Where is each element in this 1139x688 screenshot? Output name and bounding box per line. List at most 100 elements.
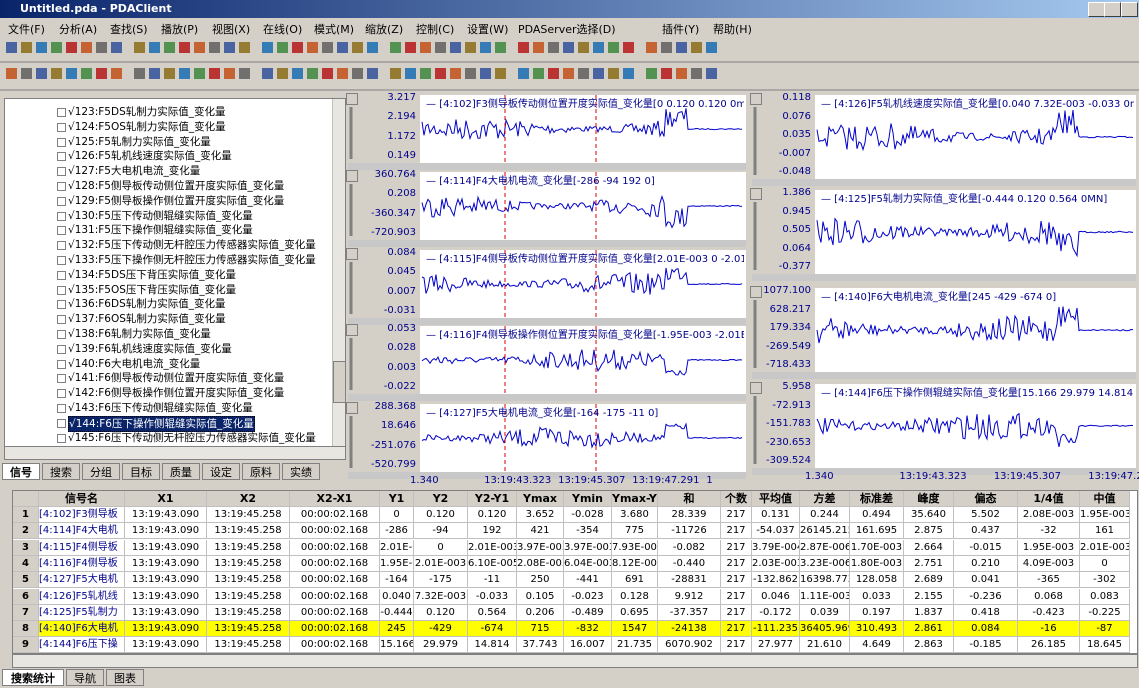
table-cell[interactable]: 1.95E-003	[380, 555, 414, 572]
plot-close[interactable]	[346, 402, 358, 414]
table-cell[interactable]: 0.046	[752, 588, 800, 605]
table-cell[interactable]: 13:19:43.090	[125, 523, 207, 540]
tree-box[interactable]	[57, 241, 66, 251]
table-cell[interactable]: 13:19:45.258	[207, 555, 290, 572]
table-cell[interactable]: 13:19:45.258	[207, 523, 290, 540]
table-cell[interactable]: 0.564	[468, 604, 517, 621]
table-header[interactable]: 和	[658, 491, 721, 507]
table-header[interactable]: Y2	[414, 491, 468, 507]
row-number[interactable]: 2	[13, 523, 39, 540]
table-cell[interactable]: 0.105	[517, 588, 564, 605]
table-cell[interactable]: [4:144]F6压下操	[39, 637, 125, 653]
table-cell[interactable]: 421	[517, 523, 564, 540]
table-cell[interactable]: -111.235	[752, 621, 800, 638]
table-cell[interactable]: 217	[721, 523, 752, 540]
table-cell[interactable]: 3.79E-004	[752, 539, 800, 556]
table-cell[interactable]: 3.97E-003	[517, 539, 564, 556]
menu-item[interactable]: 缩放(Z)	[365, 23, 404, 36]
row-number[interactable]: 5	[13, 572, 39, 589]
table-cell[interactable]: -11	[468, 572, 517, 589]
row-number[interactable]: 8	[13, 621, 39, 638]
row-number[interactable]: 1	[13, 507, 39, 523]
tab[interactable]: 搜索统计	[2, 669, 64, 686]
table-cell[interactable]: 0	[1080, 555, 1130, 572]
table-header[interactable]: 峰度	[904, 491, 954, 507]
row-number[interactable]: 4	[13, 555, 39, 572]
table-header[interactable]: 方差	[800, 491, 850, 507]
table-cell[interactable]: 2.664	[904, 539, 954, 556]
table-cell[interactable]: -354	[564, 523, 612, 540]
tree-item[interactable]: √131:F5压下操作侧辊缝实际值_变化量	[68, 224, 253, 237]
table-cell[interactable]: 16398.773	[800, 572, 850, 589]
tree-box[interactable]	[57, 108, 66, 117]
tab[interactable]: 质量	[162, 463, 200, 480]
tree-box[interactable]	[57, 300, 66, 310]
table-close[interactable]	[2, 490, 10, 498]
table-cell[interactable]: 7.32E-003	[414, 588, 468, 605]
table-cell[interactable]: -832	[564, 621, 612, 638]
table-header[interactable]: 1/4值	[1018, 491, 1080, 507]
hscrollbar[interactable]	[4, 446, 346, 460]
table-header[interactable]: 信号名	[39, 491, 125, 507]
table-header[interactable]: 中值	[1080, 491, 1130, 507]
table-cell[interactable]: 2.689	[904, 572, 954, 589]
table-cell[interactable]: 0.437	[954, 523, 1018, 540]
table-cell[interactable]: 1.837	[904, 604, 954, 621]
tab[interactable]: 分组	[82, 463, 120, 480]
table-cell[interactable]: 2.875	[904, 523, 954, 540]
tree-box[interactable]	[57, 211, 66, 221]
table-header[interactable]: Ymax	[517, 491, 564, 507]
table-cell[interactable]: [4:114]F4大电机	[39, 523, 125, 540]
tab[interactable]: 图表	[106, 669, 144, 686]
tree-item[interactable]: √123:F5DS轧制力实际值_变化量	[68, 106, 226, 118]
tree-item[interactable]: √135:F5OS压下背压实际值_变化量	[68, 283, 237, 296]
table-cell[interactable]: -302	[1080, 572, 1130, 589]
scrollbar[interactable]	[332, 99, 345, 457]
tree-box[interactable]	[57, 196, 66, 206]
tab[interactable]: 搜索	[42, 463, 80, 480]
table-cell[interactable]: 0.120	[468, 507, 517, 523]
table-cell[interactable]: 37.743	[517, 637, 564, 653]
tree-item[interactable]: √140:F6大电机电流_变化量	[68, 357, 201, 370]
table-cell[interactable]: 27.977	[752, 637, 800, 653]
table-cell[interactable]: -674	[468, 621, 517, 638]
row-number[interactable]: 9	[13, 637, 39, 653]
table-cell[interactable]: 6070.902	[658, 637, 721, 653]
table-cell[interactable]: 13:19:45.258	[207, 588, 290, 605]
table-header[interactable]: X2-X1	[290, 491, 380, 507]
table-cell[interactable]: 36405.969	[800, 621, 850, 638]
table-cell[interactable]: 128.058	[850, 572, 904, 589]
tree-item[interactable]: √124:F5OS轧制力实际值_变化量	[68, 120, 226, 133]
table-cell[interactable]: -32	[1018, 523, 1080, 540]
table-cell[interactable]: 0.068	[1018, 588, 1080, 605]
table-cell[interactable]: 1.80E-003	[850, 555, 904, 572]
table-header[interactable]: X2	[207, 491, 290, 507]
tree-box[interactable]	[57, 359, 66, 369]
tree-item[interactable]: √128:F5侧导板传动侧位置开度实际值_变化量	[68, 180, 285, 192]
table-cell[interactable]: -0.236	[954, 588, 1018, 605]
table-cell[interactable]: 13:19:45.258	[207, 507, 290, 523]
row-number[interactable]: 7	[13, 604, 39, 621]
tree-box[interactable]	[57, 122, 66, 132]
table-cell[interactable]: [4:125]F5轧制力	[39, 604, 125, 621]
table-cell[interactable]: 2.01E-003	[468, 539, 517, 556]
table-cell[interactable]: 6.10E-005	[468, 555, 517, 572]
table-cell[interactable]: 26.185	[1018, 637, 1080, 653]
table-cell[interactable]: -0.444	[380, 604, 414, 621]
menu-item[interactable]: 分析(A)	[59, 23, 98, 36]
table-cell[interactable]: -429	[414, 621, 468, 638]
table-cell[interactable]: 1.70E-003	[850, 539, 904, 556]
row-number[interactable]: 6	[13, 588, 39, 605]
table-cell[interactable]: -164	[380, 572, 414, 589]
table-cell[interactable]: -0.225	[1080, 604, 1130, 621]
table-header[interactable]: X1	[125, 491, 207, 507]
table-cell[interactable]: -0.440	[658, 555, 721, 572]
table-cell[interactable]: 2.01E-003	[1080, 539, 1130, 556]
table-cell[interactable]: 0.418	[954, 604, 1018, 621]
menu-item[interactable]: 插件(Y)	[662, 23, 700, 36]
table-cell[interactable]: 18.645	[1080, 637, 1130, 653]
scroll-thumb[interactable]	[333, 361, 345, 403]
table-cell[interactable]: 161	[1080, 523, 1130, 540]
menu-item[interactable]: 视图(X)	[212, 23, 251, 36]
row-number[interactable]: 3	[13, 539, 39, 556]
